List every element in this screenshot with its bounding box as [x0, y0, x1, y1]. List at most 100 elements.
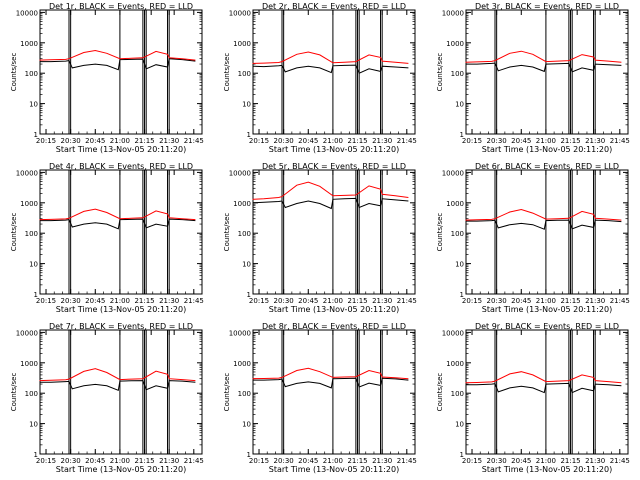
y-tick-label: 10000	[442, 329, 464, 337]
plot-frame	[252, 9, 416, 135]
x-axis-label: Start Time (13-Nov-05 20:11:20)	[482, 145, 612, 154]
x-tick-label: 21:00	[536, 297, 556, 305]
x-tick-label: 20:45	[511, 137, 531, 145]
y-axis-label: Counts/sec	[10, 213, 18, 252]
y-tick-label: 10	[455, 421, 464, 429]
y-tick-label: 10	[242, 101, 251, 109]
x-tick-label: 20:30	[487, 297, 507, 305]
y-tick-label: 10000	[16, 329, 38, 337]
y-tick-label: 10	[29, 261, 38, 269]
x-tick-label: 20:30	[274, 137, 294, 145]
x-tick-label: 21:45	[610, 137, 630, 145]
x-tick-label: 20:15	[462, 137, 482, 145]
y-tick-label: 1000	[233, 200, 251, 208]
x-tick-label: 20:30	[61, 457, 81, 465]
y-tick-label: 1000	[446, 40, 464, 48]
x-tick-label: 21:00	[323, 137, 343, 145]
x-tick-label: 21:00	[536, 137, 556, 145]
y-tick-label: 1000	[20, 40, 38, 48]
x-tick-label: 21:30	[585, 297, 605, 305]
detector-panel-7: Det 7r, BLACK = Events, RED = LLD 1 10 100 1…	[10, 322, 204, 474]
x-tick-label: 20:15	[36, 457, 56, 465]
y-tick-label: 1000	[446, 200, 464, 208]
y-axis-label: Counts/sec	[436, 213, 444, 252]
y-tick-label: 10	[242, 421, 251, 429]
y-tick-label: 1	[460, 131, 464, 139]
y-tick-label: 100	[451, 390, 464, 398]
y-axis-label: Counts/sec	[10, 373, 18, 412]
plot-frame	[465, 9, 629, 135]
x-axis-label: Start Time (13-Nov-05 20:11:20)	[56, 305, 186, 314]
panel-title: Det 8r, BLACK = Events, RED = LLD	[262, 322, 406, 331]
x-tick-label: 20:45	[85, 137, 105, 145]
y-axis-label: Counts/sec	[10, 53, 18, 92]
x-tick-label: 21:45	[397, 457, 417, 465]
x-tick-label: 21:30	[372, 137, 392, 145]
x-tick-label: 21:30	[585, 457, 605, 465]
x-tick-label: 21:45	[184, 297, 204, 305]
x-tick-label: 21:00	[323, 297, 343, 305]
x-tick-label: 20:45	[298, 457, 318, 465]
x-tick-label: 21:00	[536, 457, 556, 465]
x-tick-label: 21:15	[134, 297, 154, 305]
y-tick-label: 100	[25, 390, 38, 398]
x-tick-label: 20:15	[462, 457, 482, 465]
y-tick-label: 100	[238, 230, 251, 238]
x-tick-label: 21:15	[134, 137, 154, 145]
events-series-line	[465, 219, 622, 230]
y-tick-label: 10	[455, 261, 464, 269]
x-tick-label: 21:15	[347, 457, 367, 465]
y-tick-label: 10000	[229, 169, 251, 177]
x-tick-label: 21:15	[560, 297, 580, 305]
y-tick-label: 1000	[446, 360, 464, 368]
x-axis-label: Start Time (13-Nov-05 20:11:20)	[482, 305, 612, 314]
x-tick-label: 20:45	[85, 457, 105, 465]
events-series-line	[39, 380, 196, 391]
x-tick-label: 21:00	[110, 457, 130, 465]
y-tick-label: 100	[238, 390, 251, 398]
y-tick-label: 1	[247, 131, 251, 139]
x-tick-label: 20:15	[249, 457, 269, 465]
events-series-line	[252, 197, 409, 210]
x-tick-label: 20:30	[274, 457, 294, 465]
x-tick-label: 20:45	[511, 297, 531, 305]
y-axis-label: Counts/sec	[436, 53, 444, 92]
lld-series-line	[39, 208, 196, 221]
x-tick-label: 20:15	[36, 137, 56, 145]
y-tick-label: 100	[451, 230, 464, 238]
x-tick-label: 21:15	[560, 137, 580, 145]
panel-title: Det 1r, BLACK = Events, RED = LLD	[49, 2, 193, 11]
x-tick-label: 20:45	[298, 297, 318, 305]
x-tick-label: 21:30	[372, 297, 392, 305]
y-tick-label: 1000	[233, 40, 251, 48]
x-tick-label: 20:30	[61, 137, 81, 145]
events-series-line	[252, 377, 409, 389]
lld-series-line	[252, 51, 409, 64]
detector-panel-1: Det 1r, BLACK = Events, RED = LLD 1 10 100 1…	[10, 2, 204, 154]
x-tick-label: 20:15	[249, 137, 269, 145]
y-axis-label: Counts/sec	[223, 53, 231, 92]
y-tick-label: 1	[34, 451, 38, 459]
y-tick-label: 1	[247, 291, 251, 299]
plot-frame	[465, 329, 629, 455]
lld-series-line	[465, 50, 622, 63]
y-tick-label: 10	[29, 101, 38, 109]
events-series-line	[465, 382, 622, 394]
y-axis-label: Counts/sec	[223, 213, 231, 252]
events-series-line	[39, 58, 196, 71]
plot-frame	[252, 329, 416, 455]
y-tick-label: 1000	[20, 200, 38, 208]
x-tick-label: 21:45	[184, 137, 204, 145]
y-tick-label: 100	[238, 70, 251, 78]
x-tick-label: 21:30	[159, 297, 179, 305]
y-tick-label: 1	[460, 451, 464, 459]
x-axis-label: Start Time (13-Nov-05 20:11:20)	[269, 465, 399, 474]
y-tick-label: 1000	[20, 360, 38, 368]
panel-title: Det 5r, BLACK = Events, RED = LLD	[262, 162, 406, 171]
x-tick-label: 20:15	[249, 297, 269, 305]
y-axis-label: Counts/sec	[436, 373, 444, 412]
x-tick-label: 20:15	[462, 297, 482, 305]
x-tick-label: 21:15	[134, 457, 154, 465]
